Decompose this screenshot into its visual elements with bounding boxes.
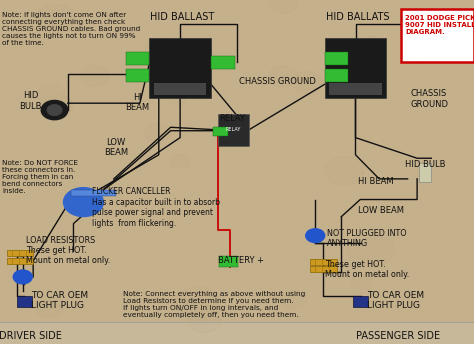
- Circle shape: [276, 82, 308, 105]
- Circle shape: [115, 303, 149, 328]
- Text: RELAY: RELAY: [226, 127, 241, 132]
- Circle shape: [255, 213, 268, 222]
- Bar: [218, 114, 249, 146]
- Circle shape: [335, 37, 357, 53]
- Text: CHASSIS GROUND: CHASSIS GROUND: [239, 77, 316, 86]
- Circle shape: [374, 158, 412, 185]
- Text: These get HOT.
Mount on metal only.: These get HOT. Mount on metal only.: [325, 260, 409, 279]
- Text: Note: Do NOT FORCE
these connectors in.
Forcing them in can
bend connectors
insi: Note: Do NOT FORCE these connectors in. …: [2, 160, 78, 194]
- Text: LOW
BEAM: LOW BEAM: [104, 138, 128, 157]
- Circle shape: [215, 29, 231, 41]
- Circle shape: [41, 100, 68, 120]
- Text: LOAD RESISTORS
These get HOT.
Mount on metal only.: LOAD RESISTORS These get HOT. Mount on m…: [26, 236, 110, 266]
- Bar: [325, 69, 348, 82]
- Bar: [149, 38, 211, 98]
- Text: FLICKER CANCELLER
Has a capacitor built in to absorb
pulse power signal and prev: FLICKER CANCELLER Has a capacitor built …: [92, 187, 220, 228]
- Circle shape: [9, 271, 19, 279]
- Bar: [401, 9, 474, 62]
- Bar: [154, 83, 206, 95]
- Circle shape: [306, 229, 325, 243]
- Circle shape: [358, 56, 380, 72]
- Circle shape: [13, 270, 32, 284]
- Text: Note: If lights don't come ON after
connecting everything then check
CHASSIS GRO: Note: If lights don't come ON after conn…: [2, 12, 141, 46]
- Text: NOT PLUGGED INTO
ANYTHING: NOT PLUGGED INTO ANYTHING: [327, 229, 407, 248]
- Bar: [17, 296, 32, 307]
- Text: TO CAR OEM
LIGHT PLUG: TO CAR OEM LIGHT PLUG: [367, 291, 425, 310]
- Circle shape: [47, 105, 62, 115]
- Circle shape: [293, 146, 310, 158]
- Circle shape: [30, 250, 73, 281]
- Bar: [71, 190, 116, 196]
- Circle shape: [135, 81, 150, 92]
- Circle shape: [355, 209, 384, 230]
- Text: Note: Connect everything as above without using
Load Resistors to determine if y: Note: Connect everything as above withou…: [123, 291, 305, 318]
- Circle shape: [345, 96, 370, 114]
- Text: BATTERY +: BATTERY +: [218, 256, 264, 265]
- Text: TO CAR OEM
LIGHT PLUG: TO CAR OEM LIGHT PLUG: [31, 291, 88, 310]
- Text: DRIVER SIDE: DRIVER SIDE: [0, 331, 62, 341]
- Text: 2001 DODGE PICKUP
9007 HID INSTALLATION
DIAGRAM.: 2001 DODGE PICKUP 9007 HID INSTALLATION …: [405, 15, 474, 35]
- Text: HID BULB: HID BULB: [405, 160, 446, 169]
- Text: CHASSIS
GROUND: CHASSIS GROUND: [410, 89, 448, 109]
- Bar: [419, 163, 431, 182]
- Text: LOW BEAM: LOW BEAM: [358, 206, 404, 215]
- Text: HI BEAM: HI BEAM: [358, 177, 393, 186]
- Text: HID
BULB: HID BULB: [19, 91, 42, 110]
- Text: RELAY: RELAY: [219, 114, 246, 122]
- Text: HID BALLAST: HID BALLAST: [150, 12, 215, 22]
- Bar: [219, 256, 238, 267]
- Bar: [211, 56, 235, 69]
- Bar: [353, 296, 368, 307]
- Circle shape: [150, 17, 162, 25]
- Circle shape: [177, 305, 205, 325]
- Circle shape: [278, 163, 324, 196]
- Circle shape: [109, 10, 146, 36]
- Bar: [7, 250, 33, 256]
- Bar: [325, 38, 386, 98]
- Bar: [126, 69, 149, 82]
- Bar: [329, 83, 382, 95]
- Text: HI
BEAM: HI BEAM: [126, 93, 149, 112]
- Bar: [126, 52, 149, 65]
- Bar: [325, 52, 348, 65]
- Bar: [310, 266, 337, 272]
- Circle shape: [243, 74, 279, 99]
- Bar: [213, 127, 228, 136]
- Bar: [310, 259, 337, 265]
- Bar: [7, 258, 33, 264]
- Text: PASSENGER SIDE: PASSENGER SIDE: [356, 331, 440, 341]
- Text: HID BALLATS: HID BALLATS: [326, 12, 390, 22]
- Circle shape: [292, 112, 307, 123]
- Circle shape: [64, 188, 103, 217]
- Circle shape: [317, 62, 332, 73]
